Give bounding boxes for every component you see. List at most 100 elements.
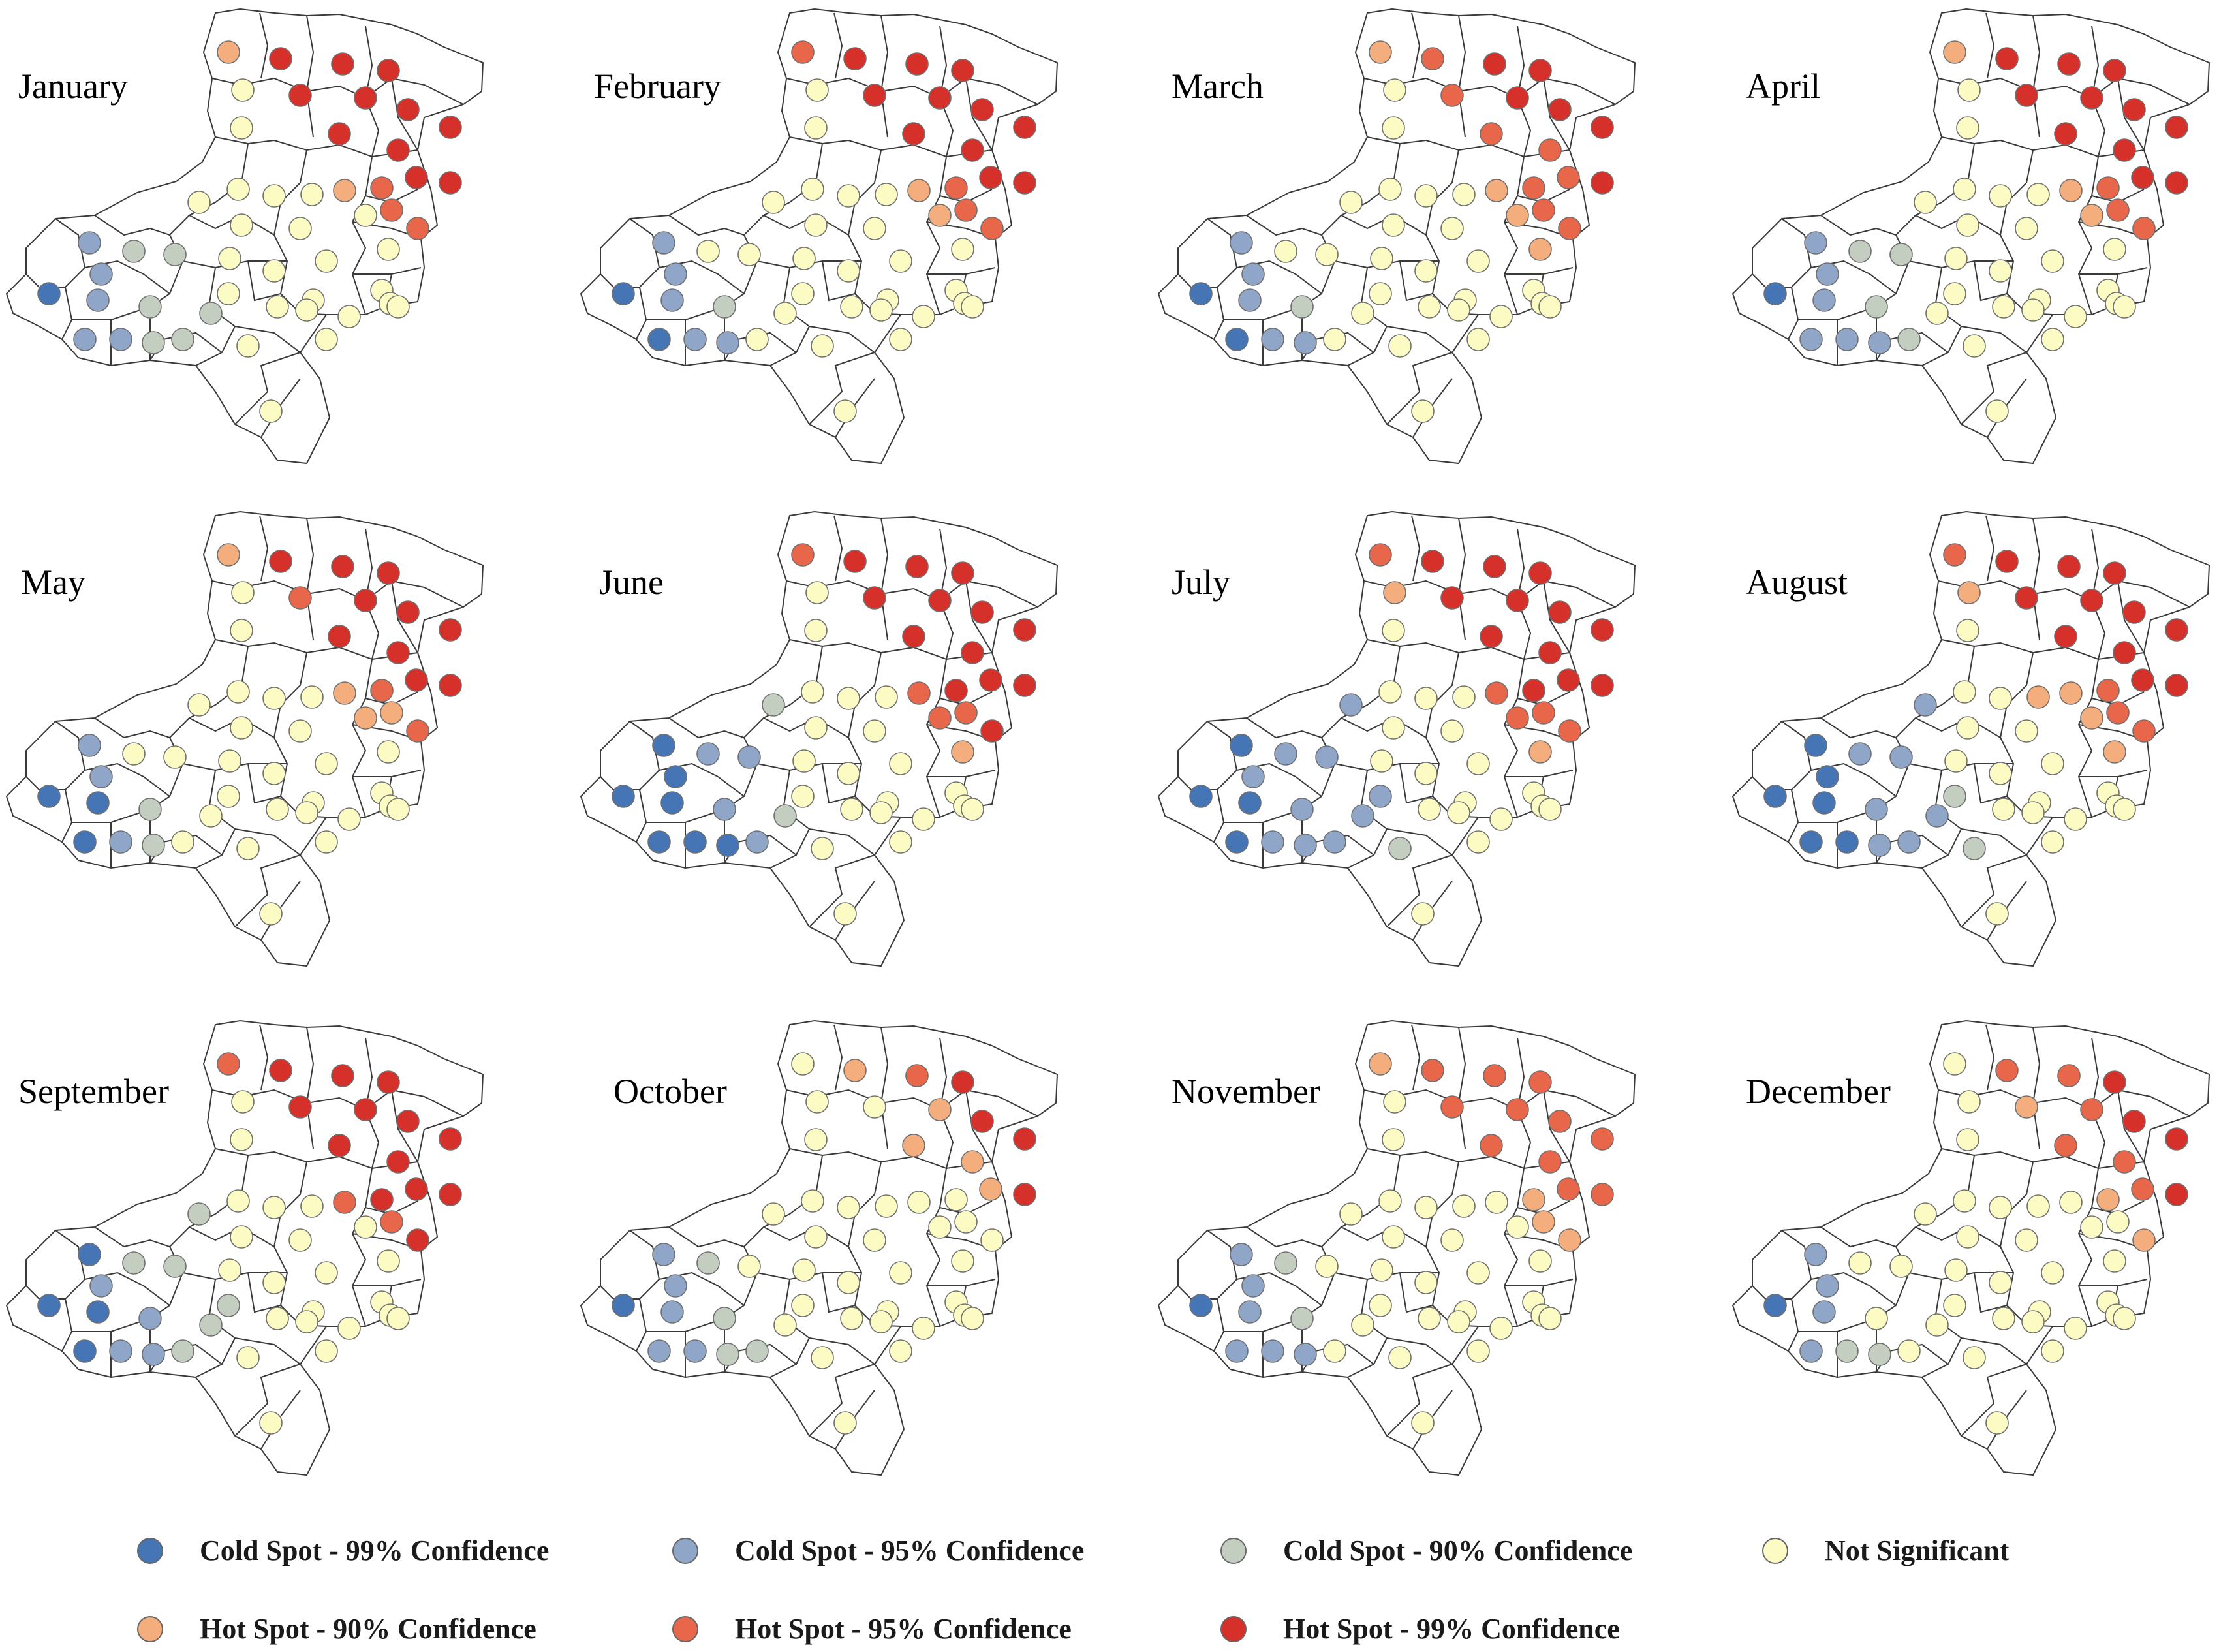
district-spot-ns <box>804 213 828 237</box>
district-spot-hot99 <box>902 122 925 146</box>
district-spot-hot99 <box>439 171 462 195</box>
district-spot-cold99 <box>612 785 635 808</box>
district-spot-hot90 <box>961 1150 984 1174</box>
district-spot-cold95 <box>1804 231 1827 255</box>
district-spot-ns <box>1418 1307 1441 1330</box>
district-spot-ns <box>773 302 797 325</box>
district-spot-hot99 <box>1548 98 1572 121</box>
district-spot-ns <box>288 719 312 743</box>
district-spot-hot95 <box>2054 1134 2077 1157</box>
district-spot-cold95 <box>1238 288 1262 312</box>
not-significant-swatch-icon <box>1762 1537 1788 1564</box>
district-spot-hot99 <box>386 1150 410 1174</box>
district-spot-ns <box>811 334 834 358</box>
district-spot-ns <box>1447 801 1470 824</box>
district-spot-ns <box>1489 1317 1513 1340</box>
district-spot-hot99 <box>396 600 420 624</box>
district-spot-cold95 <box>1294 834 1317 857</box>
district-spot-ns <box>1411 1411 1435 1435</box>
district-spot-hot95 <box>1369 543 1392 567</box>
district-spot-hot99 <box>863 84 886 107</box>
district-spot-ns <box>791 1052 815 1076</box>
district-spot-ns <box>2041 1339 2064 1363</box>
district-spot-hot99 <box>961 641 984 664</box>
district-spot-ns <box>875 685 898 709</box>
panel-title: August <box>1746 563 1848 602</box>
district-spot-hot95 <box>380 1210 403 1234</box>
district-spot-hot95 <box>1532 701 1555 725</box>
map-panel-january: January <box>6 8 484 464</box>
map-panel-october: October <box>580 1020 1058 1476</box>
district-spot-hot95 <box>1483 1064 1506 1087</box>
panel-title: September <box>18 1072 169 1111</box>
district-spot-ns <box>792 247 816 270</box>
district-spot-cold90 <box>217 1294 240 1317</box>
district-spot-hot99 <box>386 138 410 162</box>
district-spot-hot95 <box>1532 198 1555 222</box>
district-spot-hot95 <box>905 1064 929 1087</box>
district-spot-hot99 <box>2122 98 2146 121</box>
district-spot-hot99 <box>354 589 377 612</box>
district-spot-hot95 <box>2132 217 2156 240</box>
district-spot-ns <box>1944 1258 1968 1282</box>
district-spot-cold99 <box>86 791 110 815</box>
district-spot-hot90 <box>1558 1228 1581 1252</box>
district-spot-ns <box>1953 1189 1976 1213</box>
district-spot-hot99 <box>970 600 994 624</box>
district-spot-cold99 <box>37 282 61 305</box>
district-spot-ns <box>262 762 286 785</box>
district-spot-cold99 <box>660 791 684 815</box>
district-spot-hot99 <box>1591 171 1614 195</box>
district-spot-cold99 <box>664 765 687 788</box>
district-spot-cold99 <box>1189 282 1213 305</box>
district-spot-hot99 <box>328 625 351 648</box>
district-spot-ns <box>1370 749 1393 773</box>
district-spot-ns <box>762 191 785 214</box>
district-spot-ns <box>875 1194 898 1218</box>
district-spot-ns <box>231 1090 255 1114</box>
district-spot-cold99 <box>37 785 61 808</box>
legend-cold-95: Cold Spot - 95% Confidence <box>672 1534 1084 1567</box>
district-spot-ns <box>315 1339 338 1363</box>
district-spot-ns <box>1989 762 2012 785</box>
legend: Cold Spot - 99% Confidence Cold Spot - 9… <box>0 1495 2219 1651</box>
district-spot-ns <box>163 745 187 769</box>
district-spot-cold90 <box>1835 1339 1859 1363</box>
district-spot-ns <box>1378 178 1402 201</box>
district-spot-hot99 <box>905 52 929 76</box>
district-spot-hot95 <box>1557 1177 1580 1201</box>
map-panel-november: November <box>1158 1020 1636 1476</box>
district-spot-hot95 <box>1485 681 1508 705</box>
district-spot-ns <box>696 240 720 263</box>
district-spot-ns <box>259 1411 283 1435</box>
district-spot-cold99 <box>683 830 707 854</box>
district-spot-ns <box>737 1255 761 1278</box>
district-spot-cold95 <box>716 331 739 354</box>
district-spot-hot99 <box>1440 586 1464 610</box>
district-spot-ns <box>1466 752 1490 775</box>
district-spot-ns <box>315 1261 338 1285</box>
district-spot-ns <box>1440 217 1464 240</box>
district-spot-hot99 <box>1013 1183 1036 1206</box>
district-spot-cold95 <box>1261 830 1284 854</box>
district-spot-ns <box>1989 259 2012 283</box>
district-spot-ns <box>230 1128 253 1151</box>
district-spot-hot90 <box>2080 706 2103 730</box>
district-spot-cold90 <box>1897 328 1921 351</box>
district-spot-ns <box>2064 807 2087 831</box>
district-spot-cold95 <box>660 1300 684 1324</box>
district-spot-hot90 <box>2096 1188 2120 1211</box>
district-spot-hot99 <box>2103 59 2126 82</box>
district-spot-hot99 <box>928 86 952 110</box>
district-spot-cold90 <box>713 1307 736 1330</box>
district-spot-ns <box>2021 1310 2045 1333</box>
district-spot-cold95 <box>1889 745 1913 769</box>
district-spot-ns <box>1889 1255 1913 1278</box>
district-spot-ns <box>1382 116 1405 140</box>
district-spot-cold99 <box>1816 765 1839 788</box>
district-spot-cold95 <box>1868 331 1891 354</box>
district-spot-cold90 <box>745 1339 769 1363</box>
district-spot-ns <box>805 78 829 102</box>
district-spot-cold95 <box>1241 1274 1265 1298</box>
district-spot-ns <box>805 581 829 604</box>
